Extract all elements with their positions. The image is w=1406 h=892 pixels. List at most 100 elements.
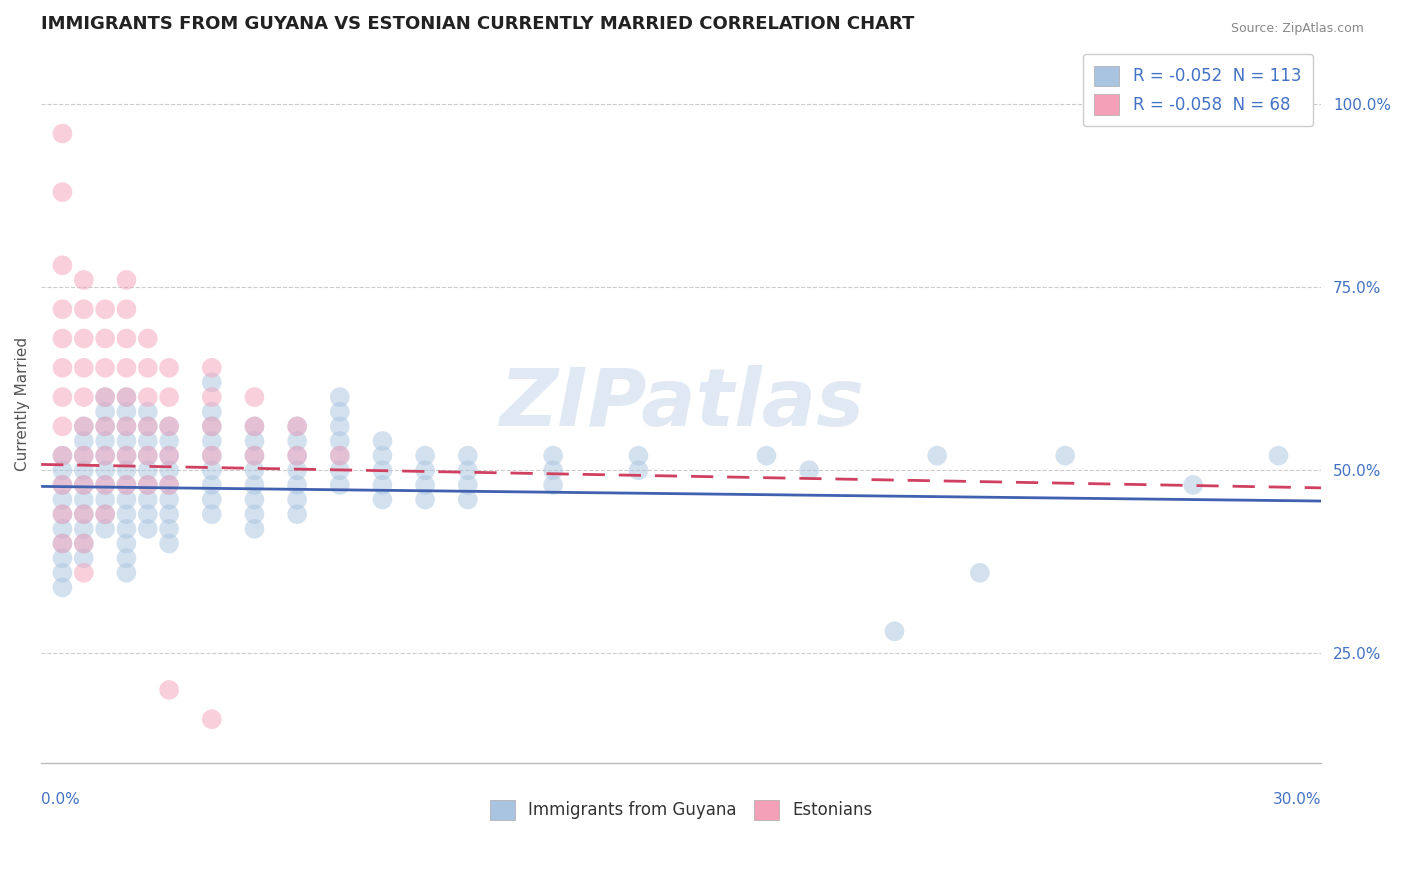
Point	[115, 390, 138, 404]
Point	[51, 185, 73, 199]
Point	[969, 566, 991, 580]
Point	[329, 434, 352, 448]
Point	[94, 419, 117, 434]
Point	[136, 449, 159, 463]
Point	[73, 449, 96, 463]
Point	[51, 551, 73, 566]
Point	[94, 390, 117, 404]
Legend: Immigrants from Guyana, Estonians: Immigrants from Guyana, Estonians	[484, 793, 879, 827]
Point	[627, 449, 650, 463]
Point	[115, 522, 138, 536]
Point	[157, 463, 180, 477]
Point	[413, 492, 436, 507]
Point	[73, 478, 96, 492]
Point	[136, 405, 159, 419]
Point	[115, 478, 138, 492]
Point	[51, 331, 73, 345]
Point	[136, 463, 159, 477]
Point	[94, 492, 117, 507]
Point	[115, 449, 138, 463]
Point	[73, 566, 96, 580]
Point	[51, 536, 73, 550]
Point	[136, 507, 159, 521]
Point	[115, 390, 138, 404]
Point	[285, 419, 308, 434]
Point	[157, 492, 180, 507]
Point	[73, 522, 96, 536]
Point	[201, 507, 224, 521]
Point	[157, 419, 180, 434]
Point	[457, 463, 479, 477]
Point	[201, 492, 224, 507]
Point	[755, 449, 778, 463]
Point	[799, 463, 821, 477]
Point	[201, 360, 224, 375]
Point	[73, 463, 96, 477]
Point	[413, 478, 436, 492]
Point	[136, 419, 159, 434]
Point	[329, 478, 352, 492]
Text: 30.0%: 30.0%	[1272, 792, 1322, 807]
Point	[243, 463, 266, 477]
Point	[329, 419, 352, 434]
Point	[94, 507, 117, 521]
Point	[285, 492, 308, 507]
Point	[201, 463, 224, 477]
Point	[285, 478, 308, 492]
Point	[94, 360, 117, 375]
Point	[285, 434, 308, 448]
Point	[136, 434, 159, 448]
Point	[371, 478, 394, 492]
Point	[285, 463, 308, 477]
Point	[94, 478, 117, 492]
Point	[51, 127, 73, 141]
Point	[927, 449, 949, 463]
Point	[243, 449, 266, 463]
Point	[94, 331, 117, 345]
Point	[51, 390, 73, 404]
Point	[51, 449, 73, 463]
Point	[157, 478, 180, 492]
Point	[329, 405, 352, 419]
Point	[136, 478, 159, 492]
Point	[371, 449, 394, 463]
Point	[243, 419, 266, 434]
Point	[541, 463, 564, 477]
Point	[115, 478, 138, 492]
Point	[201, 434, 224, 448]
Point	[94, 478, 117, 492]
Point	[94, 522, 117, 536]
Point	[285, 507, 308, 521]
Point	[115, 536, 138, 550]
Point	[1054, 449, 1077, 463]
Point	[157, 419, 180, 434]
Point	[73, 419, 96, 434]
Point	[157, 390, 180, 404]
Point	[243, 507, 266, 521]
Point	[115, 331, 138, 345]
Point	[136, 360, 159, 375]
Point	[73, 360, 96, 375]
Point	[51, 419, 73, 434]
Point	[51, 507, 73, 521]
Point	[115, 302, 138, 317]
Point	[51, 449, 73, 463]
Point	[51, 566, 73, 580]
Point	[136, 449, 159, 463]
Point	[243, 390, 266, 404]
Point	[1182, 478, 1205, 492]
Point	[115, 434, 138, 448]
Point	[413, 463, 436, 477]
Point	[285, 449, 308, 463]
Point	[243, 522, 266, 536]
Point	[73, 419, 96, 434]
Point	[157, 360, 180, 375]
Point	[371, 463, 394, 477]
Point	[157, 507, 180, 521]
Point	[243, 419, 266, 434]
Point	[157, 434, 180, 448]
Point	[94, 434, 117, 448]
Point	[329, 449, 352, 463]
Point	[136, 390, 159, 404]
Point	[201, 419, 224, 434]
